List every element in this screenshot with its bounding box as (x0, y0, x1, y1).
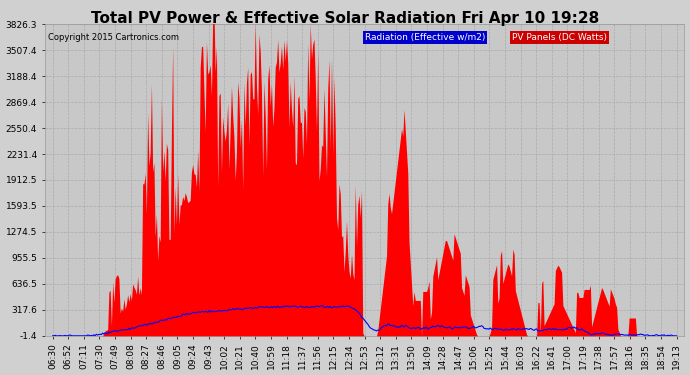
Text: PV Panels (DC Watts): PV Panels (DC Watts) (512, 33, 607, 42)
Text: Total PV Power & Effective Solar Radiation Fri Apr 10 19:28: Total PV Power & Effective Solar Radiati… (91, 11, 599, 26)
Text: Copyright 2015 Cartronics.com: Copyright 2015 Cartronics.com (48, 33, 179, 42)
Text: Radiation (Effective w/m2): Radiation (Effective w/m2) (364, 33, 485, 42)
